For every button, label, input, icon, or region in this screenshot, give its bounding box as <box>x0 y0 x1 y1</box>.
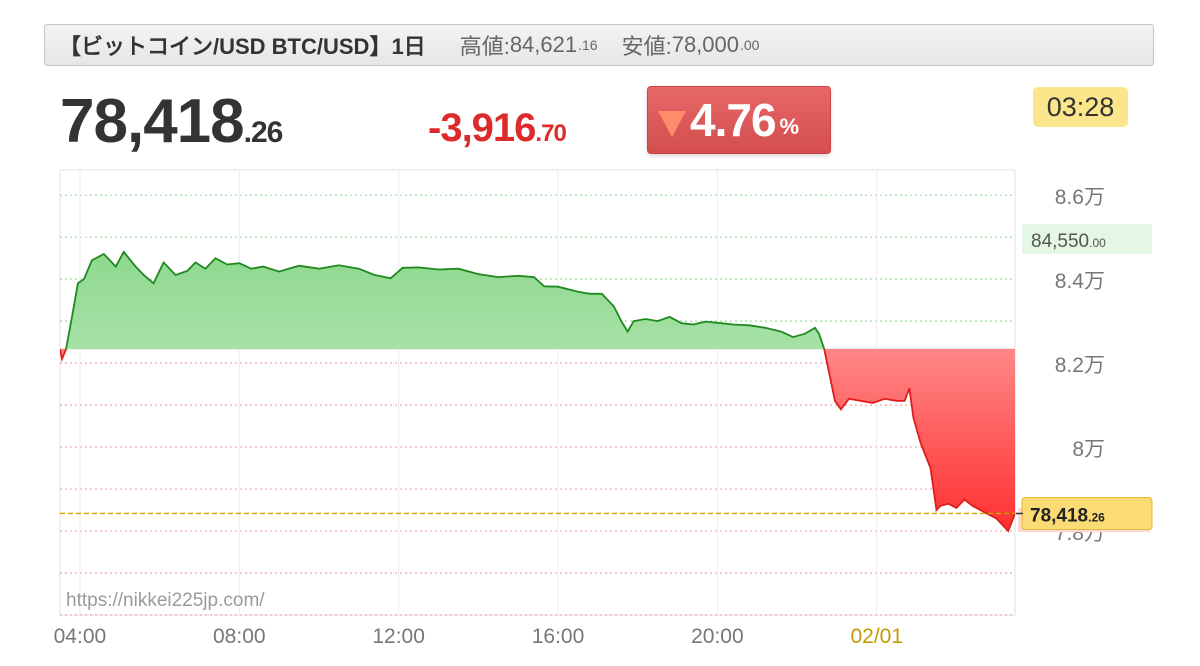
high-label: 高値: <box>459 34 510 59</box>
low-decimal: .00 <box>740 37 760 53</box>
last-price-marker-label: 78,418.26 <box>1030 505 1105 526</box>
y-tick-label: 8.2万 <box>1055 354 1105 377</box>
x-tick-label: 20:00 <box>691 625 744 648</box>
high-decimal: .16 <box>578 37 598 53</box>
title-bar: 【ビットコイン/USD BTC/USD】1日 高値: 84,621.16 安値:… <box>44 24 1154 66</box>
x-tick-label: 16:00 <box>532 625 585 648</box>
high-value: 84,621 <box>509 32 578 57</box>
watermark-url: https://nikkei225jp.com/ <box>66 590 265 611</box>
up-line <box>60 250 826 350</box>
high-marker-bg <box>1022 224 1152 254</box>
x-tick-label: 02/01 <box>850 625 903 648</box>
y-tick-label: 8万 <box>1072 438 1105 461</box>
x-tick-label: 04:00 <box>54 625 107 648</box>
low-label: 安値: <box>621 34 672 59</box>
change-integer: -3,916 <box>428 106 536 150</box>
percent-unit: % <box>779 114 800 139</box>
change-decimal: .70 <box>535 120 566 147</box>
instrument-title: 【ビットコイン/USD BTC/USD】1日 <box>59 34 426 59</box>
price-change: -3,916.70 <box>428 106 567 151</box>
low-value: 78,000 <box>671 32 739 57</box>
y-tick-label: 8.6万 <box>1055 186 1105 209</box>
down-area <box>60 349 1015 531</box>
high-marker-label: 84,550.00 <box>1031 231 1106 252</box>
update-time: 03:28 <box>1033 87 1128 127</box>
price-integer: 78,418 <box>60 87 245 156</box>
down-triangle-icon <box>658 111 686 137</box>
x-tick-label: 12:00 <box>372 625 425 648</box>
x-tick-label: 08:00 <box>213 625 266 648</box>
up-area <box>60 251 825 350</box>
price-decimal: .26 <box>243 116 284 149</box>
change-percent-badge: 4.76 % <box>647 86 831 154</box>
down-line <box>60 349 1015 533</box>
y-tick-label: 8.4万 <box>1055 270 1105 293</box>
change-percent: 4.76 <box>690 94 777 146</box>
current-price: 78,418.26 <box>60 86 284 157</box>
